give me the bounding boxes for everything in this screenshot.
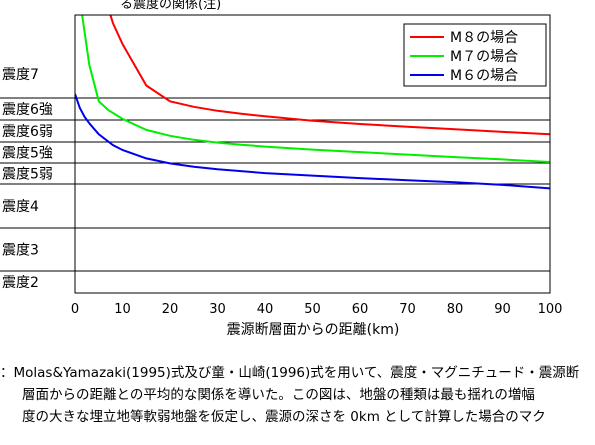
- x-tick-label: 10: [114, 302, 131, 317]
- series-line-2: [81, 15, 550, 163]
- y-axis-labels: 震度2 震度3 震度4 震度5弱 震度5強 震度6弱 震度6強 震度7: [2, 67, 53, 291]
- x-axis-ticks: 0 10 20 30 40 50 60 70 80 90 100: [71, 302, 563, 317]
- footnote: ：Molas&Yamazaki(1995)式及び童・山崎(1996)式を用いて、…: [0, 362, 595, 428]
- x-axis-label: 震源断層面からの距離(km): [227, 321, 400, 338]
- x-tick-label: 40: [257, 302, 274, 317]
- x-tick-label: 30: [209, 302, 226, 317]
- x-tick-label: 60: [352, 302, 369, 317]
- y-category-label: 震度5弱: [2, 167, 53, 183]
- legend-label: M７の場合: [450, 49, 518, 65]
- grid-lines: [0, 97, 550, 272]
- data-series: [75, 15, 550, 190]
- legend-label: M６の場合: [450, 68, 518, 84]
- page-header: る震度の関係(注): [120, 0, 221, 12]
- x-tick-label: 90: [494, 302, 511, 317]
- footnote-line-3: 度の大きな埋立地等軟弱地盤を仮定し、震源の深さを 0km として計算した場合のマ…: [22, 409, 546, 425]
- legend: M８の場合 M７の場合 M６の場合: [403, 23, 547, 87]
- x-tick-label: 80: [447, 302, 464, 317]
- legend-label: M８の場合: [450, 30, 518, 46]
- plot-frame: [74, 14, 551, 294]
- y-category-label: 震度6弱: [2, 124, 53, 140]
- y-category-label: 震度6強: [2, 102, 53, 118]
- x-tick-label: 20: [162, 302, 179, 317]
- y-category-label: 震度7: [2, 67, 39, 83]
- series-line-3: [75, 93, 550, 190]
- x-tick-label: 70: [399, 302, 416, 317]
- x-tick-label: 50: [304, 302, 321, 317]
- intensity-distance-chart: る震度の関係(注) 震度2 震度3 震度4 震度5弱 震度5強 震度6弱 震度6強 震度7 0…: [0, 0, 563, 338]
- x-tick-label: 100: [538, 302, 563, 317]
- series-line-1: [109, 15, 550, 136]
- y-category-label: 震度3: [2, 243, 39, 259]
- y-category-label: 震度2: [2, 275, 39, 291]
- footnote-line-1: ：Molas&Yamazaki(1995)式及び童・山崎(1996)式を用いて、…: [0, 365, 580, 381]
- y-category-label: 震度4: [2, 199, 39, 215]
- x-tick-label: 0: [71, 302, 79, 317]
- footnote-line-2: 層面からの距離との平均的な関係を導いた。この図は、地盤の種類は最も揺れの増幅: [22, 387, 535, 403]
- y-category-label: 震度5強: [2, 146, 53, 162]
